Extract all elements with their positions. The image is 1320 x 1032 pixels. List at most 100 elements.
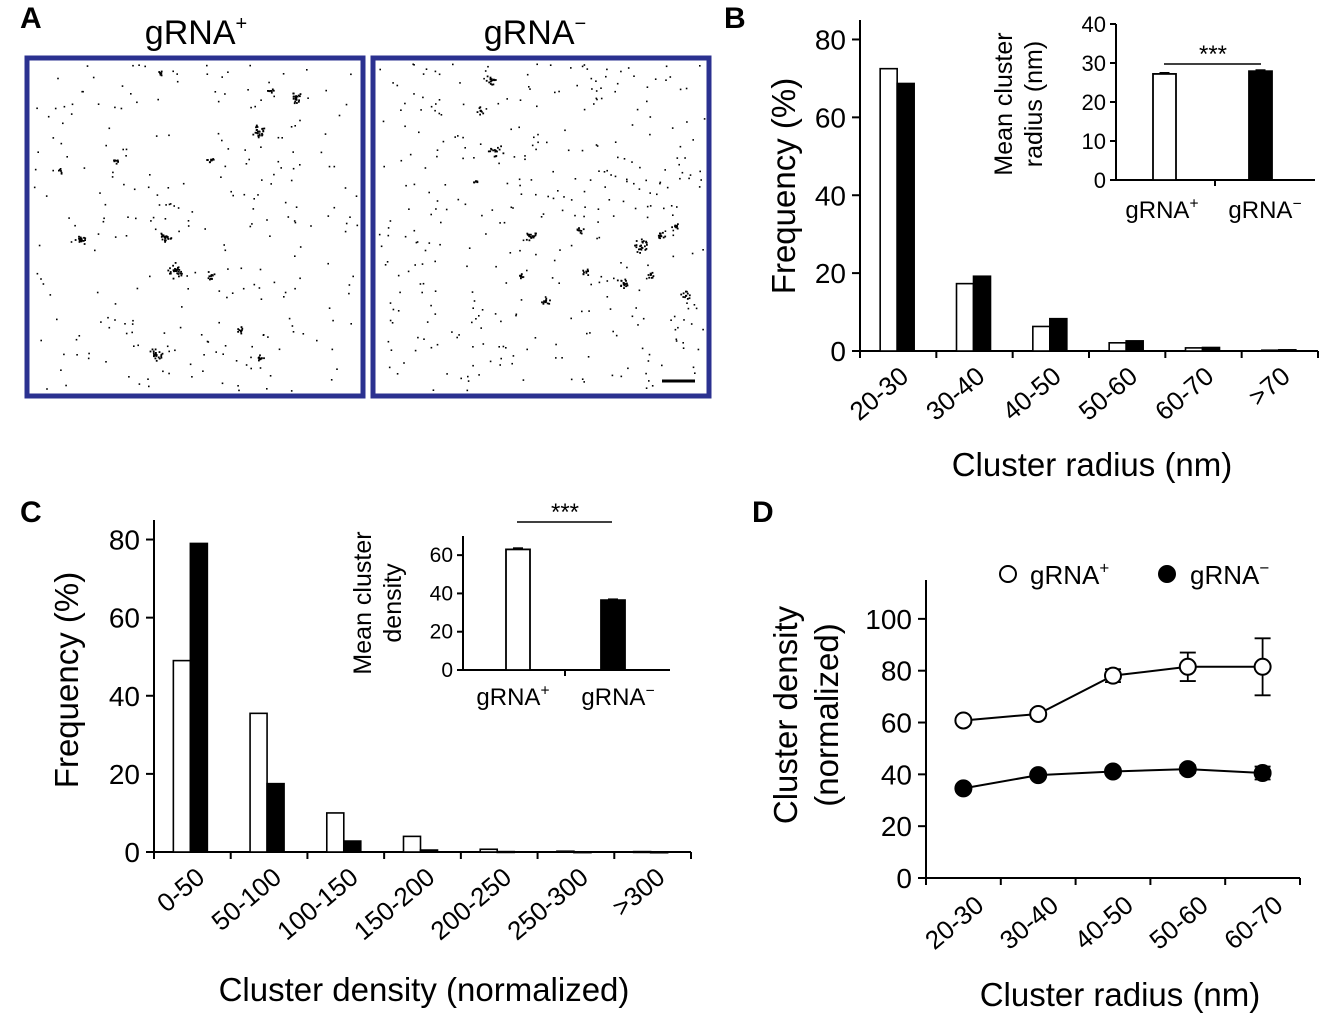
- localization-dot: [584, 206, 586, 208]
- cluster-dot: [117, 161, 119, 163]
- localization-dot: [277, 136, 280, 139]
- localization-dot: [430, 105, 433, 108]
- localization-dot: [389, 319, 392, 322]
- localization-dot: [679, 177, 681, 180]
- localization-dot: [165, 204, 167, 206]
- cluster-dot: [298, 99, 300, 102]
- cluster-dot: [576, 228, 579, 231]
- cluster-dot: [676, 227, 679, 230]
- localization-dot: [452, 63, 454, 66]
- cluster-dot: [587, 274, 590, 276]
- localization-dot: [34, 168, 37, 171]
- localization-dot: [396, 84, 399, 87]
- cluster-dot: [261, 133, 264, 136]
- localization-dot: [646, 205, 649, 208]
- cluster-dot: [155, 359, 158, 362]
- cluster-dot: [658, 236, 660, 239]
- localization-dot: [108, 127, 111, 130]
- localization-dot: [149, 275, 151, 278]
- localization-dot: [603, 171, 606, 173]
- localization-dot: [328, 165, 331, 168]
- localization-dot: [222, 353, 224, 355]
- localization-dot: [147, 378, 149, 380]
- cluster-dot: [530, 236, 533, 239]
- cluster-dot: [622, 283, 625, 286]
- panel-label-c: C: [20, 496, 42, 529]
- cluster-dot: [534, 232, 537, 235]
- localization-dot: [506, 182, 509, 185]
- cluster-dot: [645, 242, 648, 244]
- cluster-dot: [78, 237, 80, 240]
- cluster-dot: [635, 240, 638, 242]
- cluster-dot: [176, 272, 179, 275]
- cluster-dot: [149, 350, 152, 353]
- x-tick-label: 30-40: [994, 890, 1064, 956]
- localization-dot: [606, 169, 608, 172]
- localization-dot: [600, 275, 603, 278]
- localization-dot: [535, 193, 537, 196]
- localization-dot: [436, 200, 439, 202]
- cluster-dot: [640, 248, 643, 251]
- y-tick-label: 0: [896, 863, 912, 894]
- localization-dot: [435, 103, 437, 105]
- localization-dot: [168, 134, 170, 137]
- cluster-dot: [158, 351, 161, 353]
- localization-dot: [424, 249, 427, 252]
- cluster-dot: [489, 76, 492, 79]
- x-axis-label: Cluster radius (nm): [980, 976, 1261, 1013]
- localization-dot: [617, 156, 619, 159]
- localization-dot: [176, 80, 179, 83]
- localization-dot: [299, 164, 301, 166]
- cluster-dot: [259, 354, 261, 357]
- localization-dot: [260, 146, 262, 148]
- localization-dot: [169, 203, 172, 205]
- cluster-dot: [174, 268, 176, 270]
- bar-grna-minus: [1049, 317, 1068, 352]
- localization-dot: [494, 313, 497, 315]
- cluster-dot: [475, 180, 477, 182]
- localization-dot: [131, 323, 134, 325]
- localization-dot: [245, 163, 248, 165]
- localization-dot: [382, 120, 385, 123]
- cluster-dot: [84, 239, 86, 241]
- localization-dot: [221, 76, 223, 78]
- inset-y-axis-label: Mean cluster: [990, 32, 1018, 175]
- localization-dot: [266, 388, 268, 390]
- cluster-dot: [258, 356, 261, 359]
- localization-dot: [105, 361, 107, 363]
- localization-dot: [387, 340, 390, 343]
- data-point-grna-minus: [1178, 760, 1197, 779]
- localization-dot: [47, 115, 50, 118]
- cluster-dot: [164, 239, 166, 242]
- cluster-dot: [688, 294, 691, 297]
- localization-dot: [613, 277, 615, 280]
- cluster-dot: [662, 236, 665, 239]
- cluster-dot: [180, 270, 182, 273]
- localization-dot: [557, 190, 559, 192]
- cluster-dot: [59, 168, 62, 170]
- localization-dot: [555, 357, 557, 359]
- localization-dot: [63, 105, 66, 108]
- cluster-dot: [159, 73, 162, 76]
- cluster-dot: [626, 284, 629, 287]
- localization-dot: [217, 100, 220, 103]
- localization-dot: [389, 302, 392, 304]
- localization-dot: [148, 385, 150, 388]
- cluster-dot: [658, 235, 661, 237]
- localization-dot: [484, 70, 487, 72]
- localization-dot: [408, 208, 410, 210]
- localization-dot: [513, 156, 516, 158]
- localization-dot: [268, 81, 270, 84]
- localization-dot: [589, 179, 592, 181]
- localization-dot: [413, 64, 415, 66]
- localization-dot: [664, 230, 667, 232]
- localization-dot: [686, 302, 688, 304]
- cluster-dot: [541, 301, 543, 304]
- cluster-dot: [270, 90, 272, 92]
- cluster-dot: [160, 72, 163, 75]
- y-tick-label: 0: [124, 837, 140, 868]
- localization-dot: [608, 199, 611, 201]
- localization-dot: [245, 364, 248, 366]
- localization-dot: [332, 319, 334, 322]
- localization-dot: [112, 171, 114, 174]
